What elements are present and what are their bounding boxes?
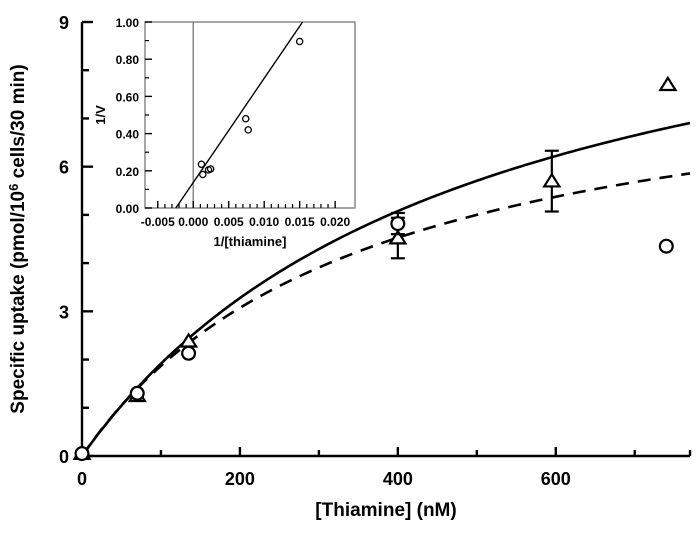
data-point-circle bbox=[390, 216, 406, 232]
inset-points bbox=[197, 37, 304, 179]
inset-x-tick-label: 0.015 bbox=[285, 215, 315, 229]
x-axis-title: [Thiamine] (nM) bbox=[315, 500, 456, 521]
inset-x-tick-label: 0.010 bbox=[249, 215, 279, 229]
y-tick-label: 6 bbox=[59, 158, 69, 178]
data-point-triangle bbox=[179, 332, 199, 348]
inset-x-ticks: -0.005 0.000 0.005 0.010 0.015 0.020 bbox=[141, 201, 350, 229]
inset-y-ticks: 0.00 0.20 0.40 0.60 0.80 1.00 bbox=[116, 16, 152, 216]
inset-x-axis-title: 1/[thiamine] bbox=[214, 234, 287, 249]
inset-y-tick-label: 0.40 bbox=[116, 128, 140, 142]
inset-x-tick-label: 0.020 bbox=[320, 215, 350, 229]
inset-regression-line bbox=[175, 21, 304, 209]
inset-y-tick-label: 0.00 bbox=[116, 202, 140, 216]
y-tick-label: 3 bbox=[59, 302, 69, 322]
inset-data-point bbox=[241, 114, 250, 123]
x-tick-label: 0 bbox=[77, 469, 87, 489]
x-axis-ticks: 0 200 400 600 bbox=[77, 447, 692, 489]
series-circle bbox=[74, 211, 674, 462]
inset-data-point bbox=[244, 126, 252, 134]
inset-panel: -0.005 0.000 0.005 0.010 0.015 0.0200.000.200… bbox=[93, 16, 356, 249]
data-point-circle bbox=[658, 238, 674, 254]
main-axes: 0 200 400 600 0 3 6 9 bbox=[59, 13, 692, 489]
data-point-circle bbox=[181, 345, 197, 361]
data-point-circle bbox=[74, 446, 90, 462]
data-point-triangle bbox=[388, 229, 408, 245]
inset-data-point bbox=[199, 170, 207, 179]
inset-y-tick-label: 1.00 bbox=[116, 16, 140, 30]
inset-data-point bbox=[206, 165, 215, 173]
inset-x-tick-label: 0.000 bbox=[178, 215, 208, 229]
x-tick-label: 200 bbox=[225, 469, 255, 489]
inset-frame bbox=[144, 21, 356, 209]
x-tick-label: 600 bbox=[541, 469, 571, 489]
inset-x-tick-label: 0.005 bbox=[214, 215, 244, 229]
data-point-triangle bbox=[658, 75, 678, 92]
inset-y-tick-label: 0.80 bbox=[116, 53, 140, 67]
y-tick-label: 0 bbox=[59, 447, 69, 467]
inset-y-tick-label: 0.20 bbox=[116, 165, 140, 179]
inset-data-point bbox=[295, 37, 304, 46]
dashed-curve bbox=[80, 172, 691, 457]
x-tick-label: 400 bbox=[383, 469, 413, 489]
data-point-circle bbox=[129, 385, 145, 401]
data-point-triangle bbox=[542, 172, 562, 188]
y-axis-ticks: 0 3 6 9 bbox=[59, 13, 93, 467]
y-axis-title: Specific uptake (pmol/106 cells/30 min) bbox=[6, 64, 29, 413]
series-triangle bbox=[72, 75, 678, 460]
inset-y-tick-label: 0.60 bbox=[116, 90, 140, 104]
inset-x-tick-label: -0.005 bbox=[141, 215, 175, 229]
fit-curves bbox=[80, 121, 691, 457]
inset-data-point bbox=[197, 160, 206, 169]
inset-y-axis-title: 1/V bbox=[93, 105, 108, 125]
solid-curve bbox=[80, 121, 691, 457]
y-tick-label: 9 bbox=[59, 13, 69, 33]
